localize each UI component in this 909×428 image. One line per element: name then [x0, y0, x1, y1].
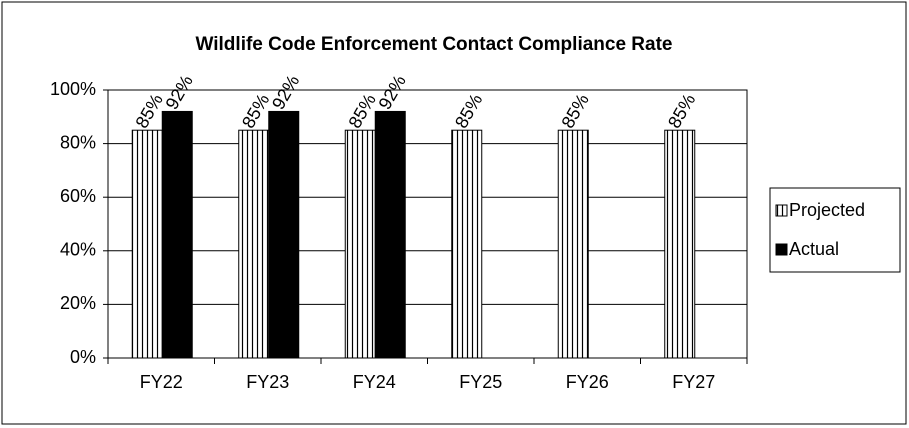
legend-marker: [775, 204, 788, 217]
x-tick-label: FY22: [140, 372, 183, 392]
chart-title: Wildlife Code Enforcement Contact Compli…: [195, 34, 672, 55]
y-tick-label: 60%: [60, 186, 96, 206]
y-tick-label: 40%: [60, 240, 96, 260]
bar: [131, 129, 163, 359]
bar: [557, 129, 589, 359]
x-tick-label: FY26: [566, 372, 609, 392]
x-tick-label: FY24: [353, 372, 396, 392]
bar: [664, 129, 696, 359]
legend-box: [769, 187, 901, 273]
bar: [374, 110, 406, 359]
x-tick-label: FY25: [459, 372, 502, 392]
bar: [238, 129, 270, 359]
bar: [344, 129, 376, 359]
y-tick-label: 100%: [50, 79, 96, 99]
y-tick-label: 20%: [60, 293, 96, 313]
x-tick-label: FY23: [246, 372, 289, 392]
legend-label: Projected: [789, 200, 865, 220]
bar: [268, 110, 300, 359]
y-tick-label: 0%: [70, 347, 96, 367]
legend-label: Actual: [789, 239, 839, 259]
y-tick-label: 80%: [60, 132, 96, 152]
x-tick-label: FY27: [672, 372, 715, 392]
bar: [451, 129, 483, 359]
legend-marker: [775, 243, 788, 256]
bar: [161, 110, 193, 359]
